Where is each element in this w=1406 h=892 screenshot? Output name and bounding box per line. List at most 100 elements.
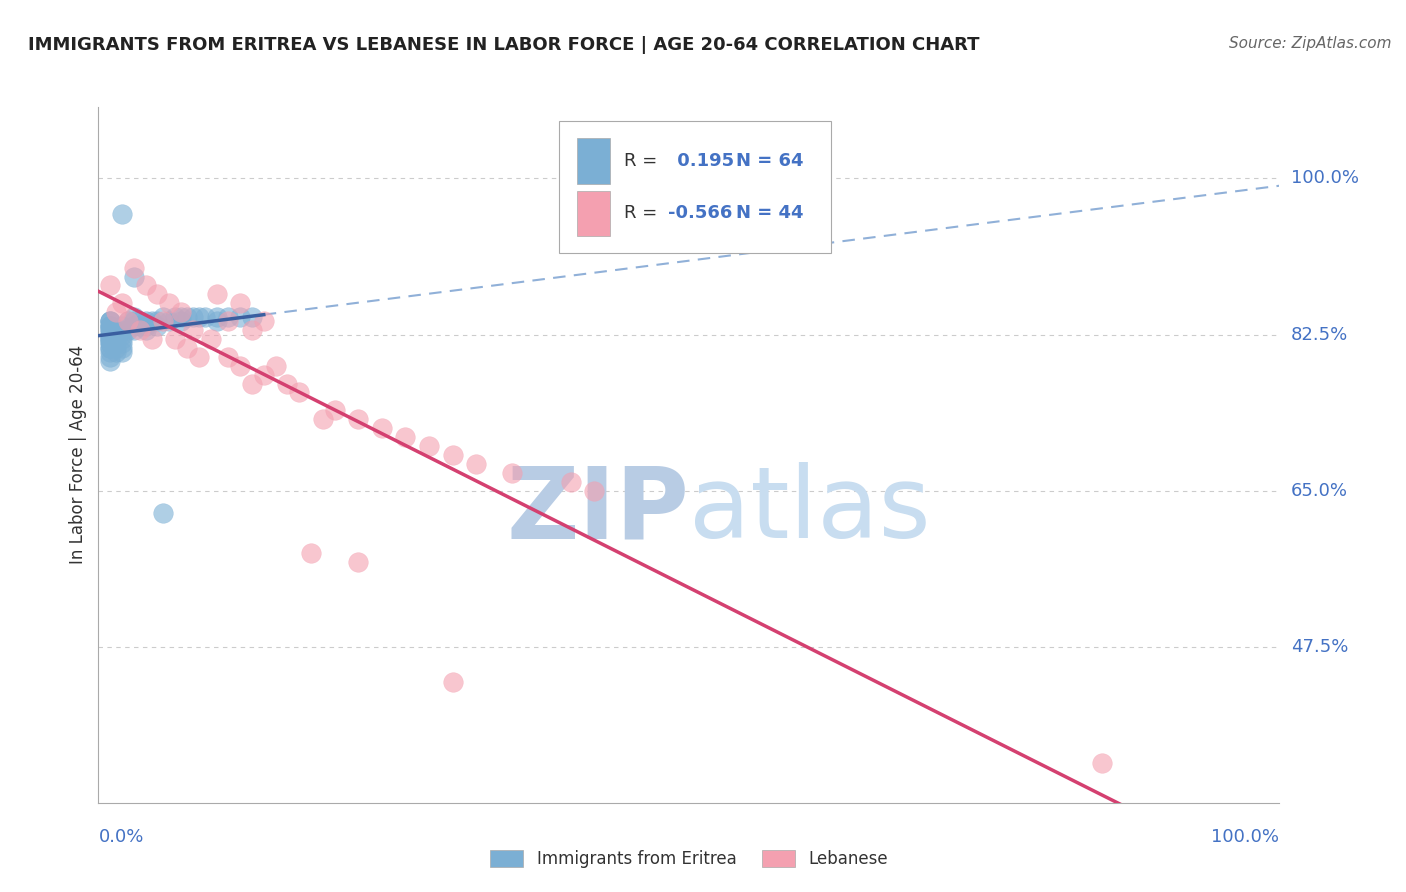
Y-axis label: In Labor Force | Age 20-64: In Labor Force | Age 20-64 xyxy=(69,345,87,565)
Text: 82.5%: 82.5% xyxy=(1291,326,1348,343)
Point xyxy=(98,323,121,337)
Point xyxy=(146,314,169,328)
Point xyxy=(152,314,174,328)
Point xyxy=(135,314,157,328)
Point xyxy=(135,318,157,333)
Point xyxy=(217,350,239,364)
Point xyxy=(229,296,252,310)
Point xyxy=(170,305,193,319)
Point xyxy=(465,457,488,471)
Point xyxy=(312,412,335,426)
Point xyxy=(105,305,128,319)
Point xyxy=(98,318,121,333)
Point xyxy=(276,376,298,391)
Point xyxy=(170,310,193,324)
Point xyxy=(441,675,464,690)
Point xyxy=(157,314,180,328)
Point xyxy=(217,310,239,324)
Text: Source: ZipAtlas.com: Source: ZipAtlas.com xyxy=(1229,36,1392,51)
Point xyxy=(128,318,150,333)
Point xyxy=(217,314,239,328)
Point xyxy=(205,287,228,301)
Point xyxy=(111,341,134,355)
Point xyxy=(98,318,121,333)
Point xyxy=(98,332,121,346)
Point xyxy=(501,466,523,480)
Point xyxy=(371,421,394,435)
Point xyxy=(98,336,121,351)
Point xyxy=(181,323,204,337)
Point xyxy=(98,332,121,346)
Point xyxy=(181,310,204,324)
Point xyxy=(117,314,139,328)
Point xyxy=(560,475,582,489)
Point xyxy=(146,287,169,301)
Point xyxy=(176,310,198,324)
Point xyxy=(117,314,139,328)
Point xyxy=(418,439,440,453)
Point xyxy=(152,310,174,324)
Point xyxy=(229,310,252,324)
Point xyxy=(98,278,121,293)
Point xyxy=(347,555,370,569)
Point xyxy=(264,359,287,373)
Point xyxy=(105,327,128,342)
Point xyxy=(98,354,121,368)
Point xyxy=(122,269,145,284)
Point xyxy=(152,506,174,520)
Text: 0.195: 0.195 xyxy=(671,152,734,169)
Point xyxy=(323,403,346,417)
Point xyxy=(98,345,121,359)
Point xyxy=(122,323,145,337)
Point xyxy=(111,296,134,310)
Point xyxy=(187,350,209,364)
Point xyxy=(229,359,252,373)
Point xyxy=(176,341,198,355)
FancyBboxPatch shape xyxy=(560,121,831,253)
Point xyxy=(105,323,128,337)
Text: 100.0%: 100.0% xyxy=(1212,828,1279,846)
Point xyxy=(122,318,145,333)
Point xyxy=(98,350,121,364)
Point xyxy=(105,332,128,346)
Point xyxy=(165,332,187,346)
Point xyxy=(98,341,121,355)
Point xyxy=(170,314,193,328)
Point xyxy=(205,310,228,324)
Point xyxy=(240,376,263,391)
Point xyxy=(98,327,121,342)
Point xyxy=(111,336,134,351)
Point xyxy=(128,314,150,328)
Text: 47.5%: 47.5% xyxy=(1291,638,1348,656)
Point xyxy=(299,546,322,560)
Text: N = 44: N = 44 xyxy=(737,203,804,222)
Text: -0.566: -0.566 xyxy=(668,203,733,222)
Point xyxy=(394,430,416,444)
Point xyxy=(98,327,121,342)
Point xyxy=(98,314,121,328)
Point xyxy=(111,345,134,359)
Text: 100.0%: 100.0% xyxy=(1291,169,1358,187)
Point xyxy=(146,318,169,333)
Point xyxy=(111,207,134,221)
Point xyxy=(98,323,121,337)
Text: R =: R = xyxy=(624,203,657,222)
Point xyxy=(128,323,150,337)
Point xyxy=(98,314,121,328)
Point xyxy=(135,323,157,337)
Text: IMMIGRANTS FROM ERITREA VS LEBANESE IN LABOR FORCE | AGE 20-64 CORRELATION CHART: IMMIGRANTS FROM ERITREA VS LEBANESE IN L… xyxy=(28,36,980,54)
Point xyxy=(205,314,228,328)
Text: ZIP: ZIP xyxy=(506,462,689,559)
Point xyxy=(98,332,121,346)
Point xyxy=(105,336,128,351)
Point xyxy=(240,310,263,324)
Text: atlas: atlas xyxy=(689,462,931,559)
Point xyxy=(347,412,370,426)
Point xyxy=(194,310,217,324)
Point xyxy=(111,318,134,333)
Bar xyxy=(576,138,610,184)
Point xyxy=(1091,756,1114,770)
Point xyxy=(98,314,121,328)
Point xyxy=(105,345,128,359)
Bar xyxy=(576,191,610,235)
